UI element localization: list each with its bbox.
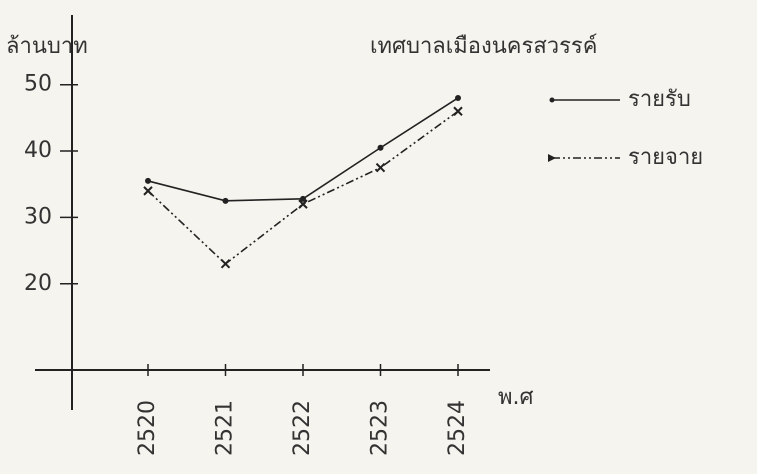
y-axis-label: ล้านบาท [6, 34, 88, 59]
y-tick-label: 20 [24, 271, 52, 296]
point [377, 144, 384, 151]
legend-label: รายจาย [628, 145, 703, 170]
chart-title: เทศบาลเมืองนครสวรรค์ [370, 34, 597, 59]
x-tick-label: 2523 [368, 400, 393, 456]
legend-marker [548, 154, 556, 162]
point [453, 106, 463, 116]
series-line [147, 97, 459, 202]
point [222, 197, 229, 204]
y-tick-label: 30 [24, 204, 52, 229]
x-tick-label: 2524 [445, 400, 470, 456]
x-tick-label: 2520 [135, 400, 160, 456]
legend-marker [549, 97, 555, 103]
y-tick-label: 40 [24, 138, 52, 163]
point [298, 199, 308, 209]
x-tick-label: 2521 [213, 400, 238, 456]
point [220, 259, 231, 269]
point [300, 195, 306, 202]
legend-label: รายรับ [628, 87, 691, 112]
point [145, 177, 151, 184]
y-tick-label: 50 [24, 72, 52, 97]
point [455, 94, 461, 101]
x-axis-label: พ.ศ [498, 385, 533, 410]
point [143, 186, 153, 196]
point [375, 162, 386, 173]
series-line [147, 110, 459, 265]
x-tick-label: 2522 [290, 400, 315, 456]
